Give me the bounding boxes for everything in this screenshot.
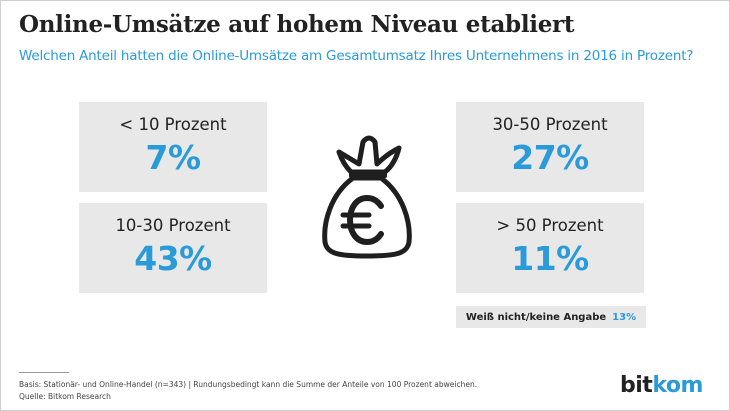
category-box-30-50: 30-50 Prozent 27%: [456, 102, 644, 192]
chart-title: Online-Umsätze auf hohem Niveau etablier…: [19, 11, 575, 38]
money-bag-euro-icon: [322, 135, 412, 259]
footer-divider: [19, 372, 69, 373]
footer-basis: Basis: Stationär- und Online-Handel (n=3…: [19, 380, 478, 389]
footer-source: Quelle: Bitkom Research: [19, 392, 111, 401]
category-value: 11%: [511, 239, 589, 278]
no-answer-box: Weiß nicht/keine Angabe 13%: [456, 306, 646, 328]
category-label: 10-30 Prozent: [115, 216, 231, 235]
logo-part-bit: bit: [620, 373, 653, 398]
bitkom-logo: bitkom: [620, 373, 703, 398]
category-value: 43%: [134, 239, 212, 278]
category-label: > 50 Prozent: [496, 216, 604, 235]
chart-subtitle: Welchen Anteil hatten die Online-Umsätze…: [19, 48, 694, 64]
logo-part-kom: kom: [652, 373, 703, 398]
category-box-under-10: < 10 Prozent 7%: [79, 102, 267, 192]
category-value: 27%: [511, 138, 589, 177]
category-box-over-50: > 50 Prozent 11%: [456, 203, 644, 293]
category-label: < 10 Prozent: [119, 115, 227, 134]
category-value: 7%: [145, 138, 201, 177]
no-answer-value: 13%: [612, 311, 637, 323]
category-label: 30-50 Prozent: [492, 115, 608, 134]
category-box-10-30: 10-30 Prozent 43%: [79, 203, 267, 293]
no-answer-label: Weiß nicht/keine Angabe: [465, 311, 607, 323]
